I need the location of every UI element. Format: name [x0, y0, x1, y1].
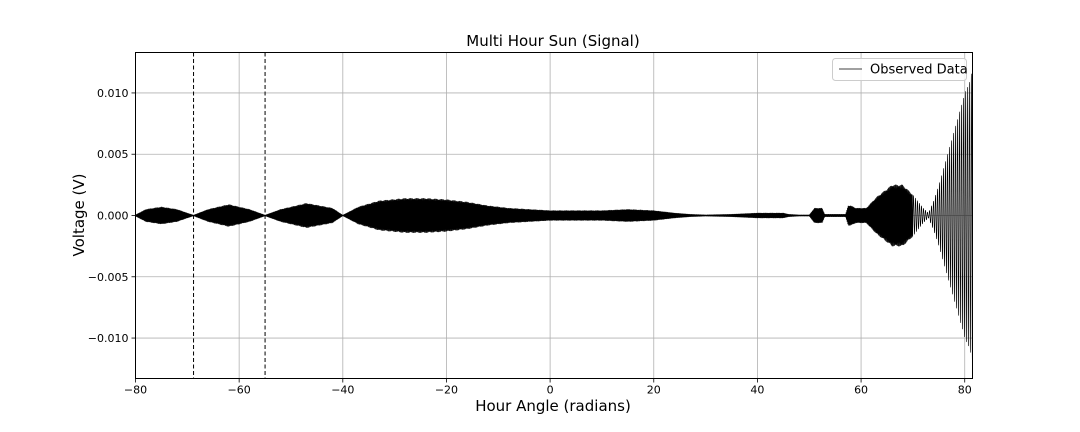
y-tick-label: 0.005	[97, 148, 129, 161]
x-tick-label: 20	[647, 384, 661, 397]
legend-label: Observed Data	[870, 63, 968, 78]
x-tick-label: 80	[958, 384, 972, 397]
y-tick-label: 0.010	[97, 87, 129, 100]
vertical-markers	[193, 52, 266, 379]
y-tick-label: −0.005	[88, 271, 129, 284]
grid	[135, 52, 973, 379]
chart-title: Multi Hour Sun (Signal)	[466, 32, 639, 50]
signal-line	[135, 73, 973, 362]
x-tick-label: −60	[228, 384, 251, 397]
x-tick-label: 40	[750, 384, 764, 397]
y-tick-label: 0.000	[97, 210, 129, 223]
y-tick-label: −0.010	[88, 332, 129, 345]
x-axis: −80 −60 −40 −20 0 20 40 60 80	[124, 378, 972, 397]
series-observed-data	[135, 73, 973, 362]
y-axis: −0.010 −0.005 0.000 0.005 0.010	[88, 87, 136, 345]
legend: Observed Data	[832, 58, 968, 81]
x-tick-label: 60	[854, 384, 868, 397]
x-tick-label: 0	[547, 384, 554, 397]
x-tick-label: −40	[331, 384, 354, 397]
x-tick-label: −20	[435, 384, 458, 397]
legend-box	[832, 58, 967, 81]
y-axis-label: Voltage (V)	[70, 174, 88, 257]
x-tick-label: −80	[124, 384, 147, 397]
x-axis-label: Hour Angle (radians)	[475, 397, 631, 415]
